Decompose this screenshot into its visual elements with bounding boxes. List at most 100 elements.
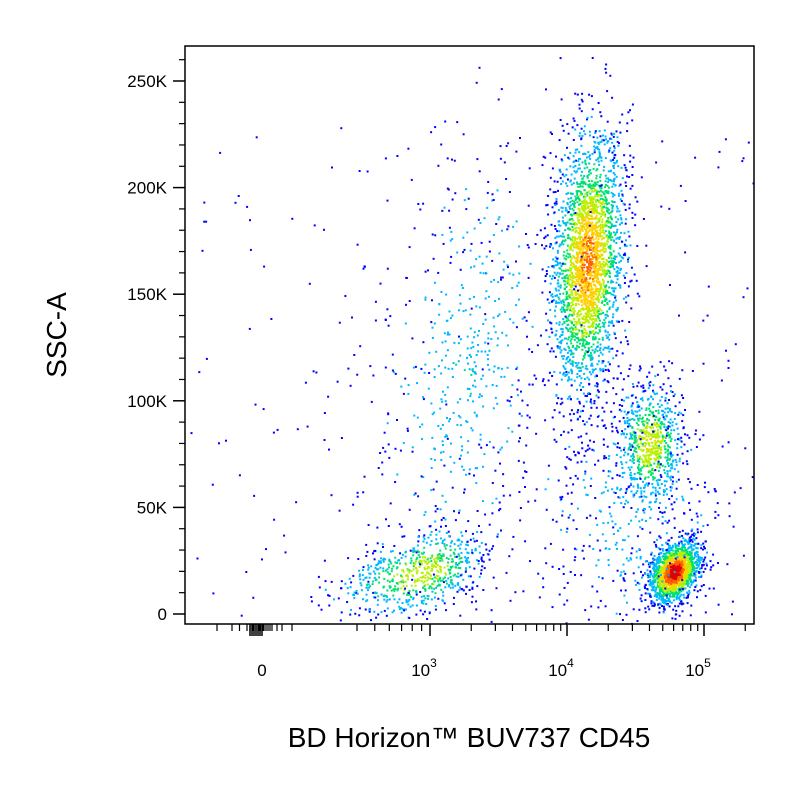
data-point <box>613 201 616 203</box>
data-point <box>605 346 608 349</box>
data-point <box>595 183 598 186</box>
data-point <box>629 280 632 283</box>
data-point <box>591 291 594 293</box>
data-point <box>673 592 675 595</box>
data-point <box>591 358 594 361</box>
data-point <box>665 590 668 593</box>
data-point <box>696 559 699 561</box>
data-point <box>612 165 615 168</box>
data-point <box>647 448 650 451</box>
data-point <box>688 573 691 576</box>
data-point <box>592 224 595 227</box>
data-point <box>575 347 578 350</box>
data-point <box>442 554 445 557</box>
data-point <box>638 476 641 479</box>
data-point <box>656 558 659 561</box>
data-point <box>605 71 608 74</box>
data-point <box>541 291 544 294</box>
data-point <box>610 321 612 324</box>
data-point <box>596 199 599 202</box>
data-point <box>683 581 686 584</box>
data-point <box>566 308 569 311</box>
data-point <box>654 424 657 427</box>
data-point <box>586 175 589 178</box>
data-point <box>562 235 565 238</box>
data-point <box>590 287 593 290</box>
data-point <box>683 596 686 599</box>
data-point <box>567 234 570 237</box>
data-point <box>667 452 670 455</box>
data-point <box>614 154 617 157</box>
data-point <box>687 572 690 574</box>
data-point <box>663 599 666 602</box>
data-point <box>631 217 634 219</box>
data-point <box>560 158 563 161</box>
data-point <box>597 220 600 223</box>
data-point <box>690 543 693 546</box>
data-point <box>567 319 570 322</box>
data-point <box>666 462 669 465</box>
data-point <box>567 355 570 358</box>
data-point <box>429 557 432 560</box>
data-point <box>644 607 647 610</box>
data-point <box>596 350 599 352</box>
data-point <box>577 436 580 439</box>
data-point <box>617 267 620 270</box>
data-point <box>608 363 611 366</box>
data-point <box>423 537 426 540</box>
data-point <box>572 244 575 247</box>
data-point <box>626 422 629 424</box>
data-point <box>668 458 671 461</box>
data-point <box>590 362 593 365</box>
data-point <box>554 295 557 297</box>
data-point <box>382 567 385 570</box>
data-point <box>583 344 586 347</box>
data-point <box>572 312 575 315</box>
data-point <box>598 323 601 326</box>
data-point <box>598 212 601 215</box>
data-point <box>656 479 659 482</box>
data-point <box>618 210 621 213</box>
data-point <box>640 448 643 451</box>
data-point <box>593 311 596 314</box>
data-point <box>627 285 630 288</box>
data-point <box>600 210 603 213</box>
data-point <box>564 269 567 272</box>
data-point <box>578 260 581 263</box>
data-point <box>558 345 561 348</box>
data-point <box>622 432 625 435</box>
data-point <box>674 592 677 595</box>
data-point <box>571 207 574 210</box>
data-point <box>635 440 638 443</box>
data-point <box>588 289 591 292</box>
data-point <box>685 583 688 586</box>
data-point <box>687 560 690 563</box>
data-point <box>648 450 651 453</box>
data-point <box>674 405 677 408</box>
data-point <box>610 138 613 141</box>
data-point <box>572 344 575 347</box>
data-point <box>657 409 660 412</box>
data-point <box>668 360 671 363</box>
data-point <box>599 283 602 285</box>
data-point <box>589 317 592 320</box>
data-point <box>550 223 553 226</box>
data-point <box>667 562 670 565</box>
data-point <box>652 478 655 481</box>
data-point <box>589 249 591 251</box>
data-point <box>596 168 599 171</box>
data-point <box>615 320 618 323</box>
data-point <box>688 542 691 545</box>
data-point <box>632 462 635 464</box>
data-point <box>578 151 581 154</box>
data-point <box>604 271 607 274</box>
data-point <box>593 190 596 193</box>
data-point <box>572 303 575 306</box>
data-point <box>673 582 676 584</box>
data-point <box>661 438 664 441</box>
data-point <box>584 236 586 239</box>
data-point <box>597 238 600 241</box>
data-point <box>578 314 581 317</box>
data-point <box>684 569 687 572</box>
data-point <box>674 542 677 545</box>
